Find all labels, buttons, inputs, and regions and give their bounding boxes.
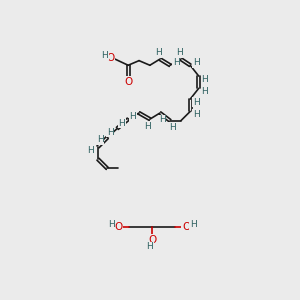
- Text: H: H: [202, 87, 208, 96]
- Text: O: O: [114, 222, 122, 232]
- Text: H: H: [173, 58, 180, 68]
- Text: H: H: [193, 110, 200, 119]
- Text: H: H: [107, 128, 114, 137]
- Text: O: O: [124, 77, 132, 87]
- Text: H: H: [146, 242, 153, 251]
- Text: O: O: [182, 222, 190, 232]
- Text: H: H: [101, 51, 108, 60]
- Text: H: H: [130, 112, 136, 122]
- Text: H: H: [155, 48, 162, 57]
- Text: H: H: [159, 116, 166, 124]
- Text: H: H: [169, 123, 176, 132]
- Text: H: H: [118, 118, 125, 127]
- Text: H: H: [176, 48, 183, 57]
- Text: H: H: [190, 220, 197, 229]
- Text: H: H: [97, 135, 104, 144]
- Text: H: H: [193, 98, 200, 107]
- Text: H: H: [88, 146, 94, 155]
- Text: O: O: [148, 235, 156, 245]
- Text: H: H: [193, 58, 200, 68]
- Text: H: H: [108, 220, 115, 229]
- Text: O: O: [106, 53, 115, 63]
- Text: H: H: [202, 75, 208, 84]
- Text: H: H: [144, 122, 151, 130]
